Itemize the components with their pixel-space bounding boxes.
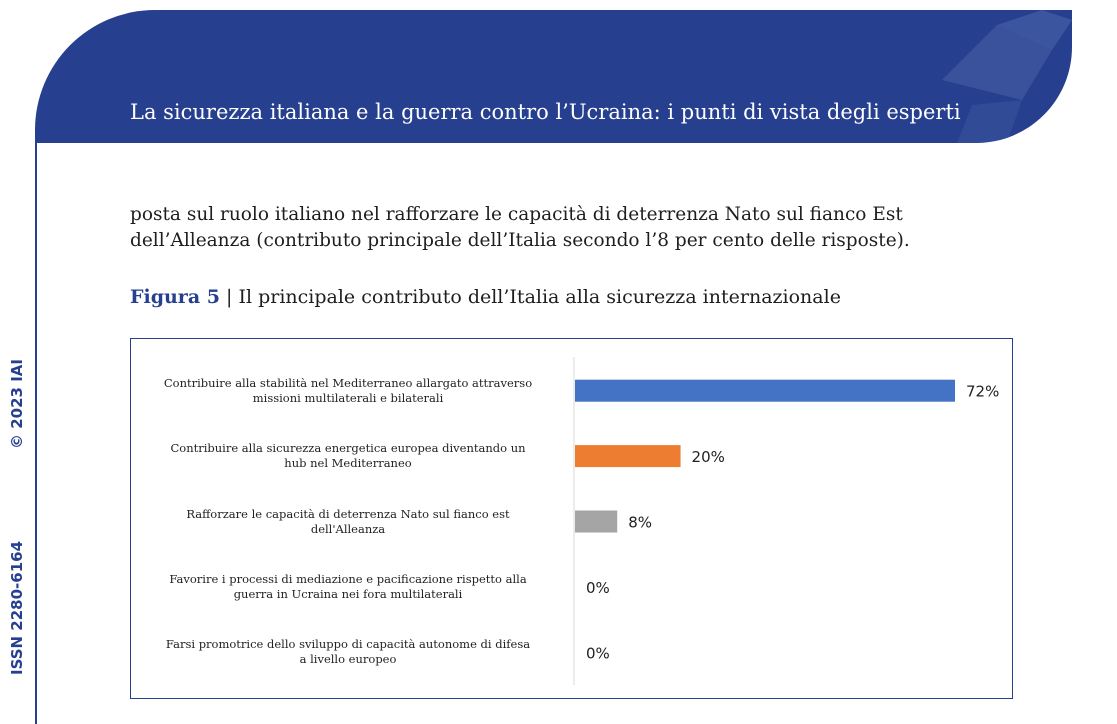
category-label-line: dell'Alleanza bbox=[310, 521, 386, 536]
figure-title: Il principale contributo dell’Italia all… bbox=[238, 286, 841, 308]
chart-frame: 72% 20% 8% 0% 0% Contribuire alla stabilità … bbox=[130, 338, 1013, 699]
body-paragraph: posta sul ruolo italiano nel rafforzare … bbox=[130, 202, 1050, 254]
category-label-line: Contribuire alla sicurezza energetica eu… bbox=[170, 441, 526, 456]
header-decoration bbox=[942, 10, 1072, 143]
category-label: Contribuire alla stabilità nel Mediterra… bbox=[133, 376, 563, 406]
category-label-line: a livello europeo bbox=[299, 652, 397, 667]
category-label-line: Favorire i processi di mediazione e paci… bbox=[169, 571, 527, 586]
category-label-line: Farsi promotrice dello sviluppo di capac… bbox=[165, 637, 531, 652]
paragraph-line: dell’Alleanza (contributo principale del… bbox=[130, 230, 910, 251]
left-margin-rule bbox=[35, 143, 37, 724]
data-label: 0% bbox=[586, 579, 610, 597]
bar bbox=[575, 379, 955, 402]
data-label: 0% bbox=[586, 644, 610, 662]
category-label-line: Contribuire alla stabilità nel Mediterra… bbox=[163, 375, 533, 390]
figure-label: Figura 5 bbox=[130, 286, 220, 308]
header-title: La sicurezza italiana e la guerra contro… bbox=[130, 100, 961, 124]
issn-text: ISSN 2280-6164 bbox=[8, 540, 26, 676]
data-label: 20% bbox=[692, 448, 725, 466]
figure-separator: | bbox=[219, 286, 239, 308]
figure-caption: Figura 5 | Il principale contributo dell… bbox=[130, 286, 841, 308]
header-banner: La sicurezza italiana e la guerra contro… bbox=[35, 10, 1072, 143]
category-label-line: missioni multilaterali e bilaterali bbox=[252, 390, 444, 405]
category-label: Contribuire alla sicurezza energetica eu… bbox=[133, 441, 563, 471]
category-label: Favorire i processi di mediazione e paci… bbox=[133, 572, 563, 602]
category-label-line: hub nel Mediterraneo bbox=[284, 456, 412, 471]
category-label: Farsi promotrice dello sviluppo di capac… bbox=[133, 637, 563, 667]
paragraph-line: posta sul ruolo italiano nel rafforzare … bbox=[130, 204, 903, 225]
bar bbox=[575, 445, 681, 468]
category-label: Rafforzare le capacità di deterrenza Nat… bbox=[133, 507, 563, 537]
bar bbox=[575, 510, 618, 533]
data-label: 72% bbox=[966, 383, 999, 401]
data-label: 8% bbox=[628, 514, 652, 532]
copyright-text: © 2023 IAI bbox=[8, 359, 26, 449]
category-label-line: guerra in Ucraina nei fora multilaterali bbox=[233, 586, 463, 601]
bar-chart: 72% 20% 8% 0% 0% bbox=[573, 357, 999, 685]
category-label-line: Rafforzare le capacità di deterrenza Nat… bbox=[186, 506, 510, 521]
